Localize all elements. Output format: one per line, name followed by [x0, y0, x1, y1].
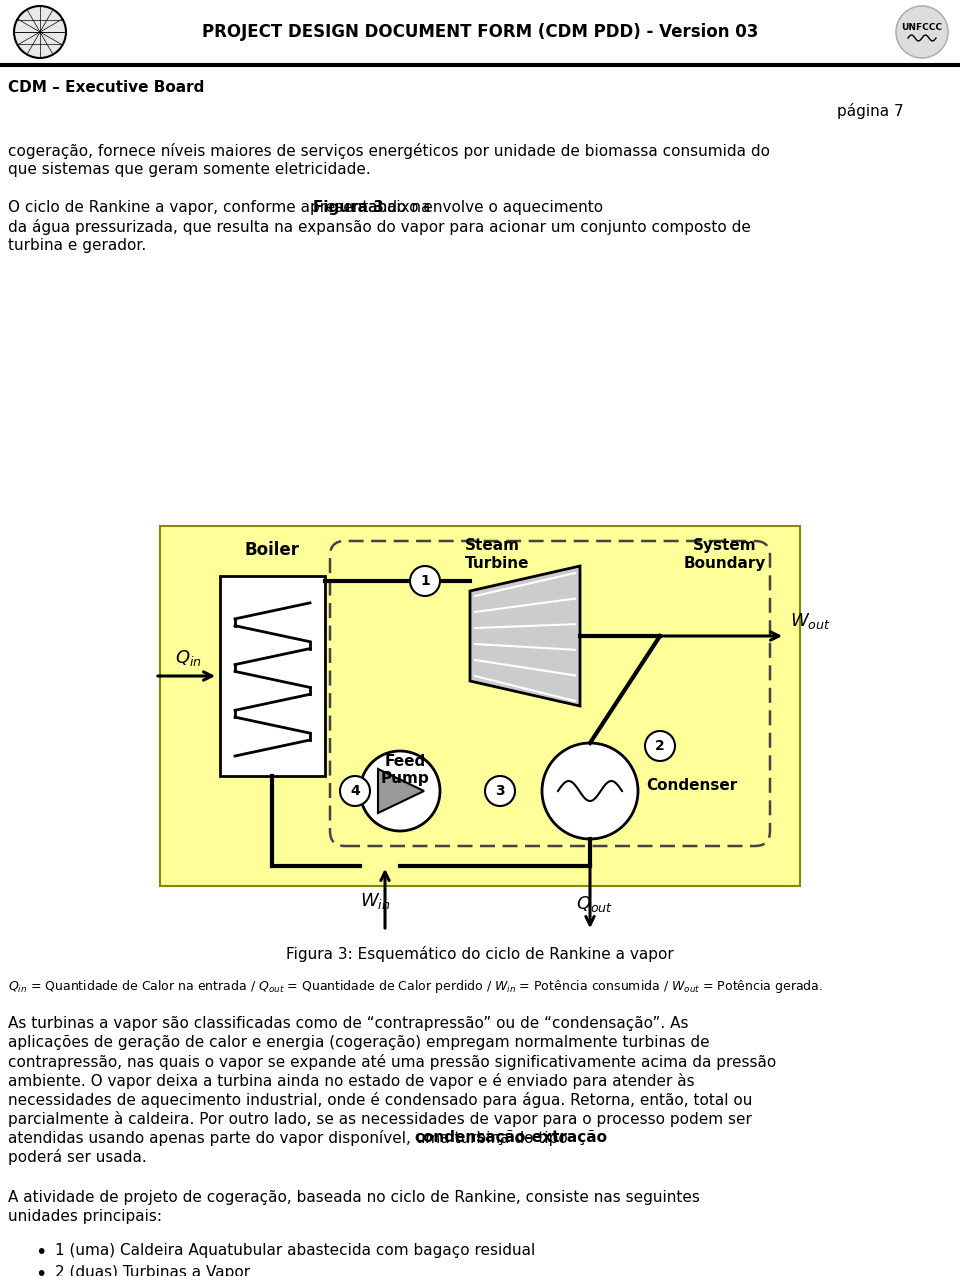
- Text: $W_{in}$: $W_{in}$: [360, 891, 390, 911]
- Text: que sistemas que geram somente eletricidade.: que sistemas que geram somente eletricid…: [8, 162, 371, 177]
- Text: Pump: Pump: [380, 771, 429, 786]
- Text: necessidades de aquecimento industrial, onde é condensado para água. Retorna, en: necessidades de aquecimento industrial, …: [8, 1092, 753, 1108]
- Text: Boiler: Boiler: [245, 541, 300, 559]
- Text: cogeração, fornece níveis maiores de serviços energéticos por unidade de biomass: cogeração, fornece níveis maiores de ser…: [8, 143, 770, 160]
- Text: turbina e gerador.: turbina e gerador.: [8, 239, 146, 253]
- Text: Figura 3: Figura 3: [313, 200, 384, 214]
- Circle shape: [410, 567, 440, 596]
- Text: Turbine: Turbine: [465, 556, 530, 570]
- Text: CDM – Executive Board: CDM – Executive Board: [8, 80, 204, 94]
- Circle shape: [14, 6, 66, 57]
- Text: atendidas usando apenas parte do vapor disponível, uma turbina do tipo: atendidas usando apenas parte do vapor d…: [8, 1131, 572, 1146]
- Text: condensação-extração: condensação-extração: [414, 1131, 607, 1145]
- Polygon shape: [470, 567, 580, 706]
- Text: $W_{out}$: $W_{out}$: [790, 611, 830, 632]
- Circle shape: [485, 776, 515, 806]
- Text: Boundary: Boundary: [684, 556, 766, 570]
- Text: Figura 3: Esquemático do ciclo de Rankine a vapor: Figura 3: Esquemático do ciclo de Rankin…: [286, 946, 674, 962]
- Text: página 7: página 7: [837, 103, 903, 119]
- Text: 4: 4: [350, 783, 360, 798]
- Bar: [160, 526, 800, 886]
- Text: poderá ser usada.: poderá ser usada.: [8, 1148, 147, 1165]
- Text: UNFCCC: UNFCCC: [901, 23, 943, 32]
- Text: contrapressão, nas quais o vapor se expande até uma pressão significativamente a: contrapressão, nas quais o vapor se expa…: [8, 1054, 777, 1071]
- Text: Condenser: Condenser: [646, 778, 737, 794]
- Text: O ciclo de Rankine a vapor, conforme apresentando na: O ciclo de Rankine a vapor, conforme apr…: [8, 200, 435, 214]
- Text: 1 (uma) Caldeira Aquatubular abastecida com bagaço residual: 1 (uma) Caldeira Aquatubular abastecida …: [55, 1243, 536, 1258]
- Text: A atividade de projeto de cogeração, baseada no ciclo de Rankine, consiste nas s: A atividade de projeto de cogeração, bas…: [8, 1191, 700, 1205]
- Circle shape: [360, 752, 440, 831]
- Text: ambiente. O vapor deixa a turbina ainda no estado de vapor e é enviado para aten: ambiente. O vapor deixa a turbina ainda …: [8, 1073, 695, 1088]
- Circle shape: [645, 731, 675, 760]
- Text: •: •: [35, 1265, 46, 1276]
- Text: As turbinas a vapor são classificadas como de “contrapressão” ou de “condensação: As turbinas a vapor são classificadas co…: [8, 1016, 688, 1031]
- Text: unidades principais:: unidades principais:: [8, 1208, 162, 1224]
- Text: $Q_{in}$ = Quantidade de Calor na entrada / $Q_{out}$ = Quantidade de Calor perd: $Q_{in}$ = Quantidade de Calor na entrad…: [8, 977, 823, 995]
- Text: parcialmente à caldeira. Por outro lado, se as necessidades de vapor para o proc: parcialmente à caldeira. Por outro lado,…: [8, 1111, 752, 1127]
- Text: 3: 3: [495, 783, 505, 798]
- Text: Feed: Feed: [384, 754, 425, 769]
- Text: abaixo envolve o aquecimento: abaixo envolve o aquecimento: [363, 200, 603, 214]
- Text: PROJECT DESIGN DOCUMENT FORM (CDM PDD) - Version 03: PROJECT DESIGN DOCUMENT FORM (CDM PDD) -…: [202, 23, 758, 41]
- Text: •: •: [35, 1243, 46, 1262]
- Text: 2: 2: [655, 739, 665, 753]
- Text: 2 (duas) Turbinas a Vapor: 2 (duas) Turbinas a Vapor: [55, 1265, 251, 1276]
- Text: da água pressurizada, que resulta na expansão do vapor para acionar um conjunto : da água pressurizada, que resulta na exp…: [8, 219, 751, 235]
- Text: $Q_{in}$: $Q_{in}$: [175, 648, 202, 669]
- Circle shape: [896, 6, 948, 57]
- Text: aplicações de geração de calor e energia (cogeração) empregam normalmente turbin: aplicações de geração de calor e energia…: [8, 1035, 709, 1050]
- Circle shape: [542, 743, 638, 840]
- Text: Steam: Steam: [465, 538, 520, 553]
- Text: System: System: [693, 538, 756, 553]
- Bar: [220, 575, 325, 776]
- Text: 1: 1: [420, 574, 430, 588]
- Circle shape: [340, 776, 370, 806]
- Text: $Q_{out}$: $Q_{out}$: [576, 894, 613, 914]
- Polygon shape: [378, 769, 424, 813]
